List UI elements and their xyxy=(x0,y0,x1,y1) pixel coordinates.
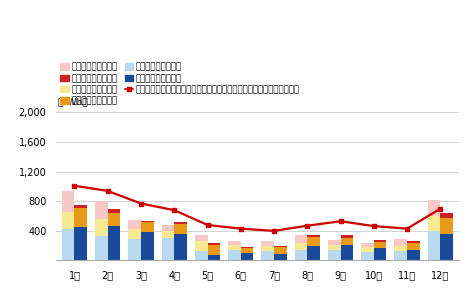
Legend: 前年の昼間ご使用量, 今年の昼間ご使用量, 前年の朝晩ご使用量, 今年の朝晩ご使用量, 前年の夜間ご使用量, 今年の夜間ご使用量, 同じご契約容量のお客さまの平: 前年の昼間ご使用量, 今年の昼間ご使用量, 前年の朝晩ご使用量, 今年の朝晩ご使… xyxy=(60,63,300,105)
Bar xyxy=(161,231,174,238)
Bar xyxy=(74,205,87,207)
Bar xyxy=(141,222,154,232)
Bar xyxy=(274,254,287,260)
Bar xyxy=(262,251,274,260)
Bar xyxy=(62,229,74,260)
Bar xyxy=(74,207,87,227)
Bar xyxy=(328,240,341,245)
Bar xyxy=(128,229,141,239)
Bar xyxy=(195,251,207,260)
Bar xyxy=(440,218,453,234)
Bar xyxy=(141,221,154,222)
Bar xyxy=(174,234,187,260)
Bar xyxy=(428,216,440,231)
Bar xyxy=(161,225,174,231)
Bar xyxy=(228,241,241,245)
Bar xyxy=(395,246,407,251)
Bar xyxy=(374,247,387,260)
Bar xyxy=(341,244,353,260)
Bar xyxy=(407,250,420,260)
Bar xyxy=(228,250,241,260)
Bar xyxy=(341,237,353,244)
Bar xyxy=(361,247,374,252)
Bar xyxy=(95,201,108,219)
Bar xyxy=(374,242,387,247)
Bar xyxy=(307,235,320,237)
Bar xyxy=(207,255,220,260)
Bar xyxy=(174,222,187,224)
Bar xyxy=(195,241,207,251)
Bar xyxy=(241,253,253,260)
Bar xyxy=(307,246,320,260)
Bar xyxy=(262,241,274,246)
Bar xyxy=(428,231,440,260)
Bar xyxy=(295,243,307,250)
Bar xyxy=(174,224,187,234)
Bar xyxy=(361,243,374,247)
Bar xyxy=(95,236,108,260)
Text: （kWh）: （kWh） xyxy=(58,98,88,107)
Bar xyxy=(128,220,141,229)
Bar xyxy=(262,246,274,251)
Bar xyxy=(141,232,154,260)
Bar xyxy=(395,251,407,260)
Bar xyxy=(62,213,74,229)
Bar xyxy=(295,235,307,243)
Bar xyxy=(407,241,420,243)
Bar xyxy=(128,239,141,260)
Bar xyxy=(407,243,420,250)
Bar xyxy=(328,250,341,260)
Bar xyxy=(440,213,453,218)
Bar xyxy=(241,248,253,253)
Bar xyxy=(295,250,307,260)
Bar xyxy=(328,245,341,250)
Bar xyxy=(62,191,74,213)
Bar xyxy=(307,237,320,246)
Bar xyxy=(274,247,287,254)
Bar xyxy=(161,238,174,260)
Bar xyxy=(341,235,353,237)
Bar xyxy=(274,246,287,247)
Bar xyxy=(95,219,108,236)
Bar xyxy=(428,200,440,216)
Bar xyxy=(207,245,220,255)
Bar xyxy=(241,247,253,248)
Bar xyxy=(228,245,241,250)
Bar xyxy=(108,209,120,213)
Bar xyxy=(374,240,387,242)
Bar xyxy=(195,234,207,241)
Bar xyxy=(108,226,120,260)
Bar xyxy=(108,213,120,226)
Bar xyxy=(440,234,453,260)
Bar xyxy=(74,227,87,260)
Bar xyxy=(361,252,374,260)
Bar xyxy=(395,239,407,246)
Bar xyxy=(207,243,220,245)
